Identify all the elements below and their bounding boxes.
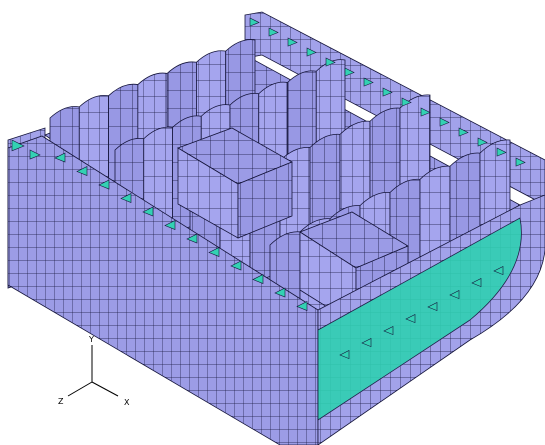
- stiffener-bracket: [344, 67, 355, 77]
- stiffener-bracket: [120, 193, 132, 203]
- stiffener-bracket: [382, 87, 393, 97]
- stiffener-bracket: [142, 206, 154, 217]
- stiffener-bracket: [76, 166, 88, 176]
- stiffener-bracket: [339, 350, 350, 360]
- stiffener-bracket: [11, 139, 25, 152]
- z-axis-line: [67, 381, 93, 397]
- stiffener-bracket: [363, 77, 374, 87]
- stiffener-bracket: [164, 220, 176, 230]
- stiffener-bracket: [449, 290, 460, 300]
- stiffener-bracket: [401, 97, 412, 107]
- axis-triad: Y Z X: [58, 335, 130, 407]
- stiffener-bracket: [296, 301, 308, 311]
- stiffener-bracket: [515, 157, 526, 167]
- stiffener-bracket: [98, 179, 110, 190]
- stiffener-bracket: [458, 127, 469, 137]
- stiffener-bracket: [405, 314, 416, 324]
- stiffener-bracket: [249, 17, 260, 27]
- stiffener-bracket: [29, 149, 41, 160]
- stiffener-bracket: [420, 107, 431, 117]
- stiffener-bracket: [361, 338, 372, 348]
- stiffener-bracket: [493, 266, 504, 276]
- stiffener-bracket: [306, 47, 317, 57]
- stiffener-bracket: [383, 326, 394, 336]
- stiffener-bracket: [274, 287, 286, 298]
- right-bilge-shell: [317, 194, 545, 445]
- stiffener-bracket: [325, 57, 336, 67]
- stiffener-bracket: [477, 137, 488, 147]
- stiffener-bracket: [230, 260, 242, 271]
- transverse-box-upper: [177, 127, 293, 239]
- stiffener-bracket: [268, 27, 279, 37]
- x-axis-line: [91, 381, 119, 397]
- stiffener-bracket: [471, 278, 482, 288]
- x-axis-label: X: [124, 398, 130, 407]
- stiffener-bracket: [287, 37, 298, 47]
- stiffener-brackets: [11, 17, 526, 360]
- stiffener-bracket: [208, 247, 220, 257]
- stiffener-bracket: [496, 147, 507, 157]
- stiffener-bracket: [54, 152, 66, 163]
- z-axis-label: Z: [58, 397, 64, 406]
- y-axis-label: Y: [88, 335, 94, 344]
- stiffener-bracket: [252, 274, 264, 284]
- front-side-shell: [7, 135, 319, 445]
- stiffener-bracket: [186, 233, 198, 244]
- stiffener-bracket: [439, 117, 450, 127]
- stiffener-bracket: [427, 302, 438, 312]
